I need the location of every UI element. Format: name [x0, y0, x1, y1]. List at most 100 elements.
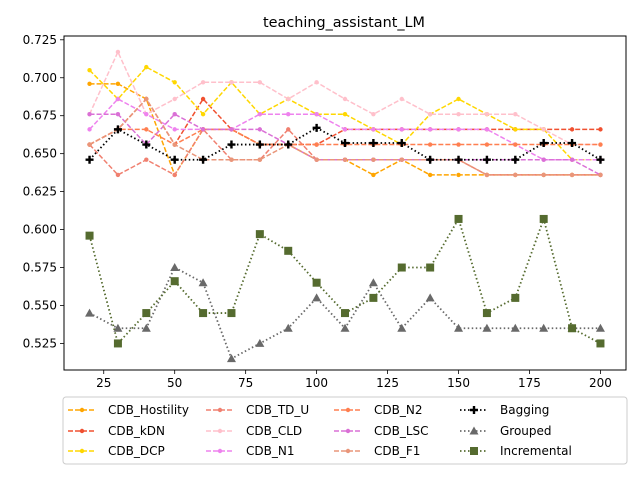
data-point-incremental	[397, 263, 406, 272]
x-tick-label: 25	[96, 376, 111, 390]
data-point-incremental	[255, 230, 264, 239]
data-point-grouped	[539, 323, 549, 332]
legend-marker	[470, 447, 478, 455]
data-point-cdb-lsc	[569, 157, 575, 162]
legend-item-cdb-kdn: CDB_kDN	[68, 424, 165, 438]
data-point-bagging	[454, 155, 463, 164]
legend-marker	[79, 448, 85, 454]
data-point-grouped	[397, 323, 407, 332]
y-tick-label: 0.675	[23, 109, 57, 123]
data-point-grouped	[368, 278, 378, 287]
legend-marker	[345, 407, 351, 413]
data-point-cdb-n1	[427, 127, 433, 132]
data-point-grouped	[510, 323, 520, 332]
data-point-cdb-cld	[286, 96, 291, 102]
data-point-cdb-cld	[427, 111, 433, 117]
data-point-grouped	[482, 323, 492, 332]
plot-frame	[63, 35, 627, 371]
data-point-cdb-kdn	[569, 127, 575, 132]
legend-item-grouped: Grouped	[460, 424, 552, 438]
data-point-cdb-lsc	[541, 157, 546, 162]
data-point-incremental	[113, 339, 122, 348]
data-point-grouped	[226, 354, 236, 363]
legend-marker	[79, 428, 85, 434]
data-point-grouped	[170, 263, 180, 272]
legend-item-cdb-dcp: CDB_DCP	[68, 444, 165, 458]
data-point-grouped	[255, 338, 265, 347]
legend-label: CDB_Hostility	[108, 403, 189, 417]
data-point-cdb-cld	[229, 80, 234, 85]
data-point-cdb-hostility	[456, 172, 461, 178]
data-point-cdb-n2	[598, 142, 603, 147]
data-point-cdb-dcp	[200, 111, 206, 117]
data-point-cdb-n2	[427, 142, 433, 147]
data-point-cdb-f1	[598, 172, 603, 178]
data-point-bagging	[426, 155, 435, 164]
legend-item-cdb-n2: CDB_N2	[334, 403, 422, 417]
data-point-cdb-f1	[513, 172, 518, 178]
data-point-cdb-f1	[87, 142, 92, 147]
data-point-cdb-td-u	[286, 127, 291, 132]
data-point-cdb-lsc	[229, 127, 234, 132]
data-point-cdb-n1	[144, 111, 149, 117]
data-point-incremental	[170, 277, 179, 286]
data-point-bagging	[170, 155, 179, 164]
data-point-cdb-dcp	[342, 111, 348, 117]
data-point-cdb-lsc	[200, 127, 206, 132]
data-point-incremental	[511, 293, 520, 302]
data-point-cdb-dcp	[144, 64, 149, 70]
legend-marker	[217, 448, 223, 454]
legend-marker	[469, 426, 479, 435]
data-point-cdb-f1	[314, 157, 319, 162]
legend-label: CDB_N1	[246, 444, 294, 458]
legend-item-cdb-f1: CDB_F1	[334, 444, 420, 458]
data-point-incremental	[85, 231, 94, 240]
legend-label: CDB_kDN	[108, 424, 165, 438]
data-point-bagging	[227, 140, 236, 149]
data-point-grouped	[198, 278, 208, 287]
legend-label: Grouped	[500, 424, 552, 438]
data-point-cdb-f1	[399, 157, 404, 162]
legend: CDB_Hostility CDB_kDN CDB_DCP CDB_TD_U CDB_C…	[62, 396, 628, 465]
data-point-cdb-n1	[456, 127, 461, 132]
legend-item-cdb-n1: CDB_N1	[206, 444, 294, 458]
x-tick-label: 150	[447, 376, 470, 390]
data-point-cdb-lsc	[87, 111, 92, 117]
data-point-cdb-cld	[371, 111, 376, 117]
legend-item-incremental: Incremental	[460, 444, 572, 458]
data-point-cdb-lsc	[257, 127, 263, 132]
data-point-cdb-cld	[172, 96, 177, 102]
chart-title: teaching_assistant_LM	[263, 15, 425, 31]
data-point-incremental	[227, 309, 236, 318]
data-point-incremental	[284, 246, 293, 255]
data-point-cdb-n1	[484, 127, 490, 132]
data-point-grouped	[141, 323, 151, 332]
x-tick-label: 50	[167, 376, 182, 390]
data-point-cdb-cld	[257, 80, 263, 85]
data-point-bagging	[369, 139, 378, 148]
data-point-cdb-kdn	[598, 127, 603, 132]
data-point-grouped	[283, 323, 293, 332]
series-layer	[85, 49, 605, 363]
data-point-cdb-f1	[172, 142, 177, 147]
y-tick-label: 0.525	[23, 336, 57, 350]
data-point-bagging	[284, 140, 293, 149]
data-point-cdb-n2	[314, 142, 319, 147]
data-point-cdb-f1	[371, 157, 376, 162]
data-point-bagging	[511, 155, 520, 164]
data-point-grouped	[454, 323, 464, 332]
y-tick-label: 0.550	[23, 298, 57, 312]
data-point-cdb-cld	[399, 96, 404, 102]
data-point-cdb-dcp	[513, 127, 518, 132]
legend-item-cdb-hostility: CDB_Hostility	[68, 403, 189, 417]
data-point-bagging	[341, 139, 349, 148]
data-point-cdb-f1	[229, 157, 234, 162]
legend-item-cdb-cld: CDB_CLD	[206, 424, 302, 438]
data-point-cdb-cld	[115, 49, 121, 55]
legend-label: Incremental	[500, 444, 572, 458]
data-point-cdb-cld	[342, 96, 348, 102]
series-bagging	[85, 123, 605, 164]
legend-marker	[217, 428, 223, 434]
legend-marker	[217, 407, 223, 413]
data-point-bagging	[255, 140, 264, 149]
